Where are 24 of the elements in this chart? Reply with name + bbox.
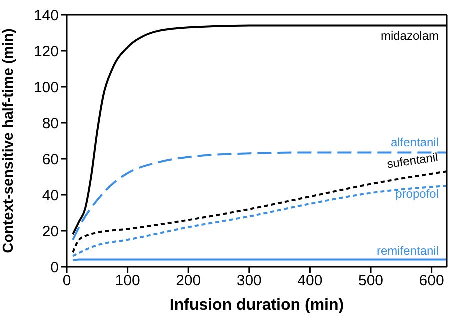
series-label: alfentanil — [390, 136, 439, 150]
text: sufentanil — [386, 150, 440, 172]
y-tick-label: 140 — [34, 7, 59, 24]
x-tick-label: 300 — [236, 272, 262, 290]
x-axis-title: Infusion duration (min) — [170, 297, 344, 314]
series-label: remifentanil — [376, 244, 439, 258]
line-series — [72, 152, 447, 241]
x-tick-label: 200 — [176, 272, 202, 290]
x-tick-label: 100 — [115, 272, 140, 290]
series-label: propofol — [396, 187, 439, 201]
x-tick-label: 600 — [419, 272, 444, 290]
line-series — [72, 185, 447, 258]
x-tick-label: 0 — [62, 272, 72, 290]
y-tick-label: 0 — [50, 259, 59, 276]
x-tick-label: 500 — [358, 272, 384, 290]
x-tick-label: 400 — [298, 272, 323, 290]
y-tick-label: 100 — [34, 79, 59, 96]
y-tick-label: 80 — [42, 115, 59, 132]
y-tick-label: 40 — [42, 187, 59, 204]
y-tick-label: 60 — [42, 151, 59, 168]
y-axis-title: Context-sensitive half-time (min) — [1, 28, 18, 254]
y-tick-label: 20 — [42, 223, 59, 240]
series-label: midazolam — [380, 28, 439, 43]
y-tick-label: 120 — [34, 43, 59, 60]
